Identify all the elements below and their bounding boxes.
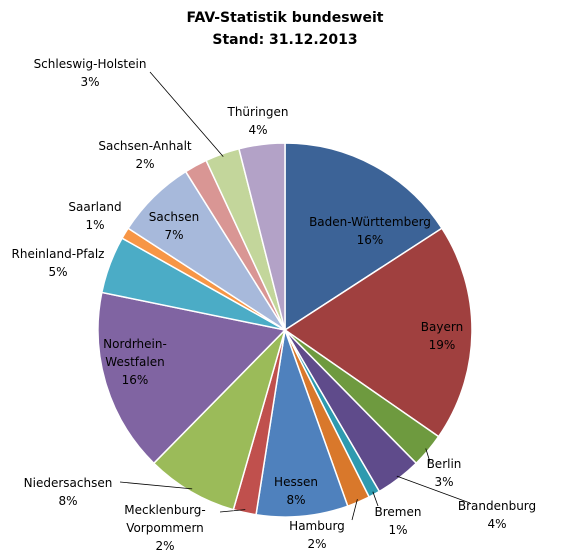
pie-slice xyxy=(238,142,286,331)
slice-value-label: 1% xyxy=(85,218,104,232)
slice-value-label: 5% xyxy=(48,265,67,279)
label-line: Westfalen xyxy=(105,355,164,369)
slice-label: Hamburg xyxy=(289,519,345,533)
leader-line xyxy=(149,71,224,157)
slice-label: Bayern xyxy=(421,320,463,334)
slice-value-label: 8% xyxy=(58,494,77,508)
slice-label: Schleswig-Holstein xyxy=(34,57,147,71)
slice-label: Sachsen xyxy=(149,210,199,224)
label-line: Vorpommern xyxy=(126,521,204,535)
slice-label: Saarland xyxy=(68,200,121,214)
slice-label: Berlin xyxy=(427,457,462,471)
leader-line xyxy=(119,481,193,490)
pie-slice xyxy=(284,142,443,332)
slice-value-label: 19% xyxy=(429,338,456,352)
slice-label: Hessen xyxy=(274,475,318,489)
slice-label: Rheinland-Pfalz xyxy=(12,247,105,261)
slice-value-label: 16% xyxy=(357,233,384,247)
pie-slice xyxy=(152,329,286,511)
slice-label: Mecklenburg- Vorpommern xyxy=(124,503,206,535)
leader-line xyxy=(372,491,379,507)
slice-label: Thüringen xyxy=(226,105,288,119)
slice-label: Nordrhein- Westfalen xyxy=(103,337,167,369)
slice-value-label: 2% xyxy=(135,157,154,171)
pie-slice xyxy=(283,227,473,438)
slice-value-label: 7% xyxy=(164,228,183,242)
slice-value-label: 16% xyxy=(122,373,149,387)
leader-line xyxy=(396,475,471,504)
slice-label: Brandenburg xyxy=(458,499,536,513)
slice-value-label: 3% xyxy=(80,75,99,89)
leader-line xyxy=(351,499,358,521)
leader-line xyxy=(425,448,431,463)
chart-title: Stand: 31.12.2013 xyxy=(212,32,357,48)
leader-line xyxy=(219,509,246,513)
pie-slice xyxy=(255,329,349,518)
label-line: Mecklenburg- xyxy=(124,503,206,517)
slice-value-label: 2% xyxy=(155,539,174,553)
slice-value-label: 2% xyxy=(307,537,326,551)
slice-value-label: 8% xyxy=(286,493,305,507)
slice-label: Niedersachsen xyxy=(24,476,113,490)
slice-label: Baden-Württemberg xyxy=(309,215,431,229)
slice-value-label: 1% xyxy=(388,523,407,537)
slice-label: Bremen xyxy=(375,505,422,519)
slice-value-label: 4% xyxy=(248,123,267,137)
chart-title: FAV-Statistik bundesweit xyxy=(187,10,384,26)
label-line: Nordrhein- xyxy=(103,337,167,351)
slice-value-label: 3% xyxy=(434,475,453,489)
slice-label: Sachsen-Anhalt xyxy=(98,139,192,153)
pie-slice xyxy=(97,291,287,465)
slice-value-label: 4% xyxy=(487,517,506,531)
